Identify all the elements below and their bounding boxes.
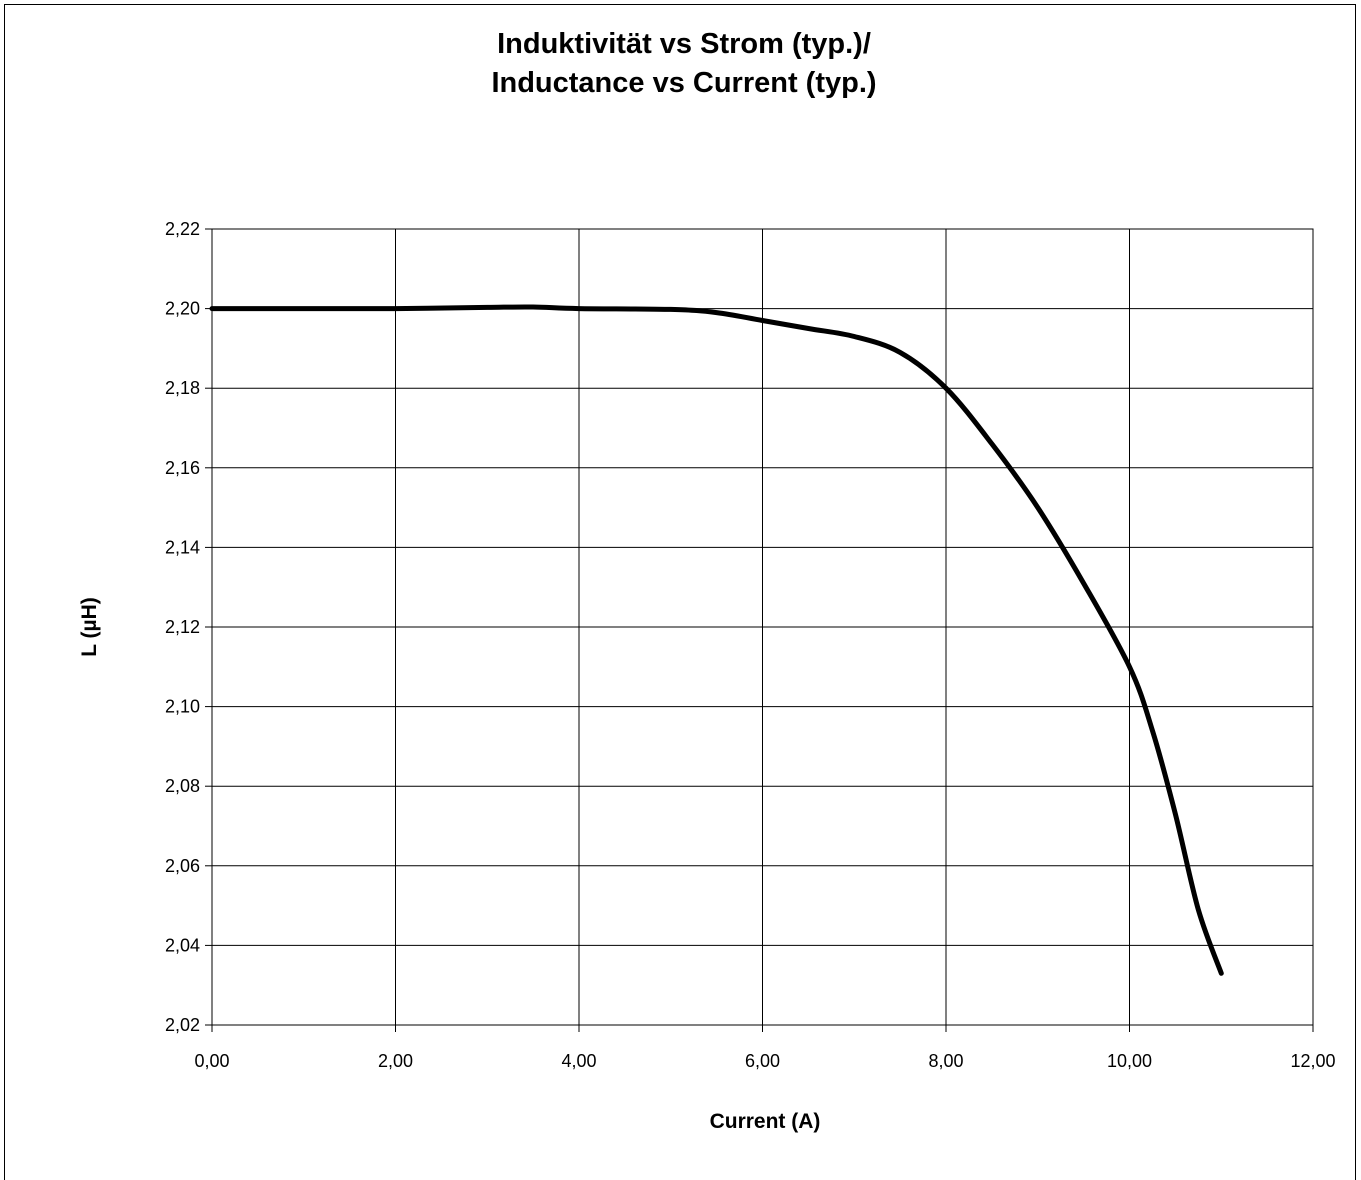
x-tick-labels: 0,00 2,00 4,00 6,00 8,00 10,00 12,00 <box>194 1051 1335 1071</box>
y-tick-label: 2,14 <box>165 537 200 557</box>
y-tick-label: 2,16 <box>165 458 200 478</box>
y-tick-label: 2,04 <box>165 935 200 955</box>
y-tick-label: 2,22 <box>165 219 200 239</box>
y-tick-label: 2,08 <box>165 776 200 796</box>
chart-frame <box>4 4 1356 1180</box>
x-tick-label: 4,00 <box>561 1051 596 1071</box>
y-tick-label: 2,06 <box>165 856 200 876</box>
x-tick-label: 12,00 <box>1290 1051 1335 1071</box>
y-tick-label: 2,18 <box>165 378 200 398</box>
x-tick-label: 2,00 <box>378 1051 413 1071</box>
axis-ticks <box>205 228 1314 1032</box>
grid-lines <box>212 229 1313 1025</box>
y-tick-label: 2,02 <box>165 1015 200 1035</box>
x-axis-title: Current (A) <box>710 1110 821 1133</box>
y-tick-label: 2,20 <box>165 299 200 319</box>
x-tick-label: 6,00 <box>745 1051 780 1071</box>
series-line-inductance <box>209 304 1224 976</box>
chart-title-line-2: Inductance vs Current (typ.) <box>491 67 876 99</box>
y-tick-label: 2,10 <box>165 697 200 717</box>
chart-title-line-1: Induktivität vs Strom (typ.)/ <box>497 28 871 60</box>
y-tick-label: 2,12 <box>165 617 200 637</box>
y-axis-title: L (µH) <box>78 597 101 657</box>
x-tick-label: 8,00 <box>928 1051 963 1071</box>
x-tick-label: 10,00 <box>1107 1051 1152 1071</box>
x-tick-label: 0,00 <box>194 1051 229 1071</box>
y-tick-labels: 2,02 2,04 2,06 2,08 2,10 2,12 2,14 2,16 2,18 2,20… <box>165 219 200 1035</box>
